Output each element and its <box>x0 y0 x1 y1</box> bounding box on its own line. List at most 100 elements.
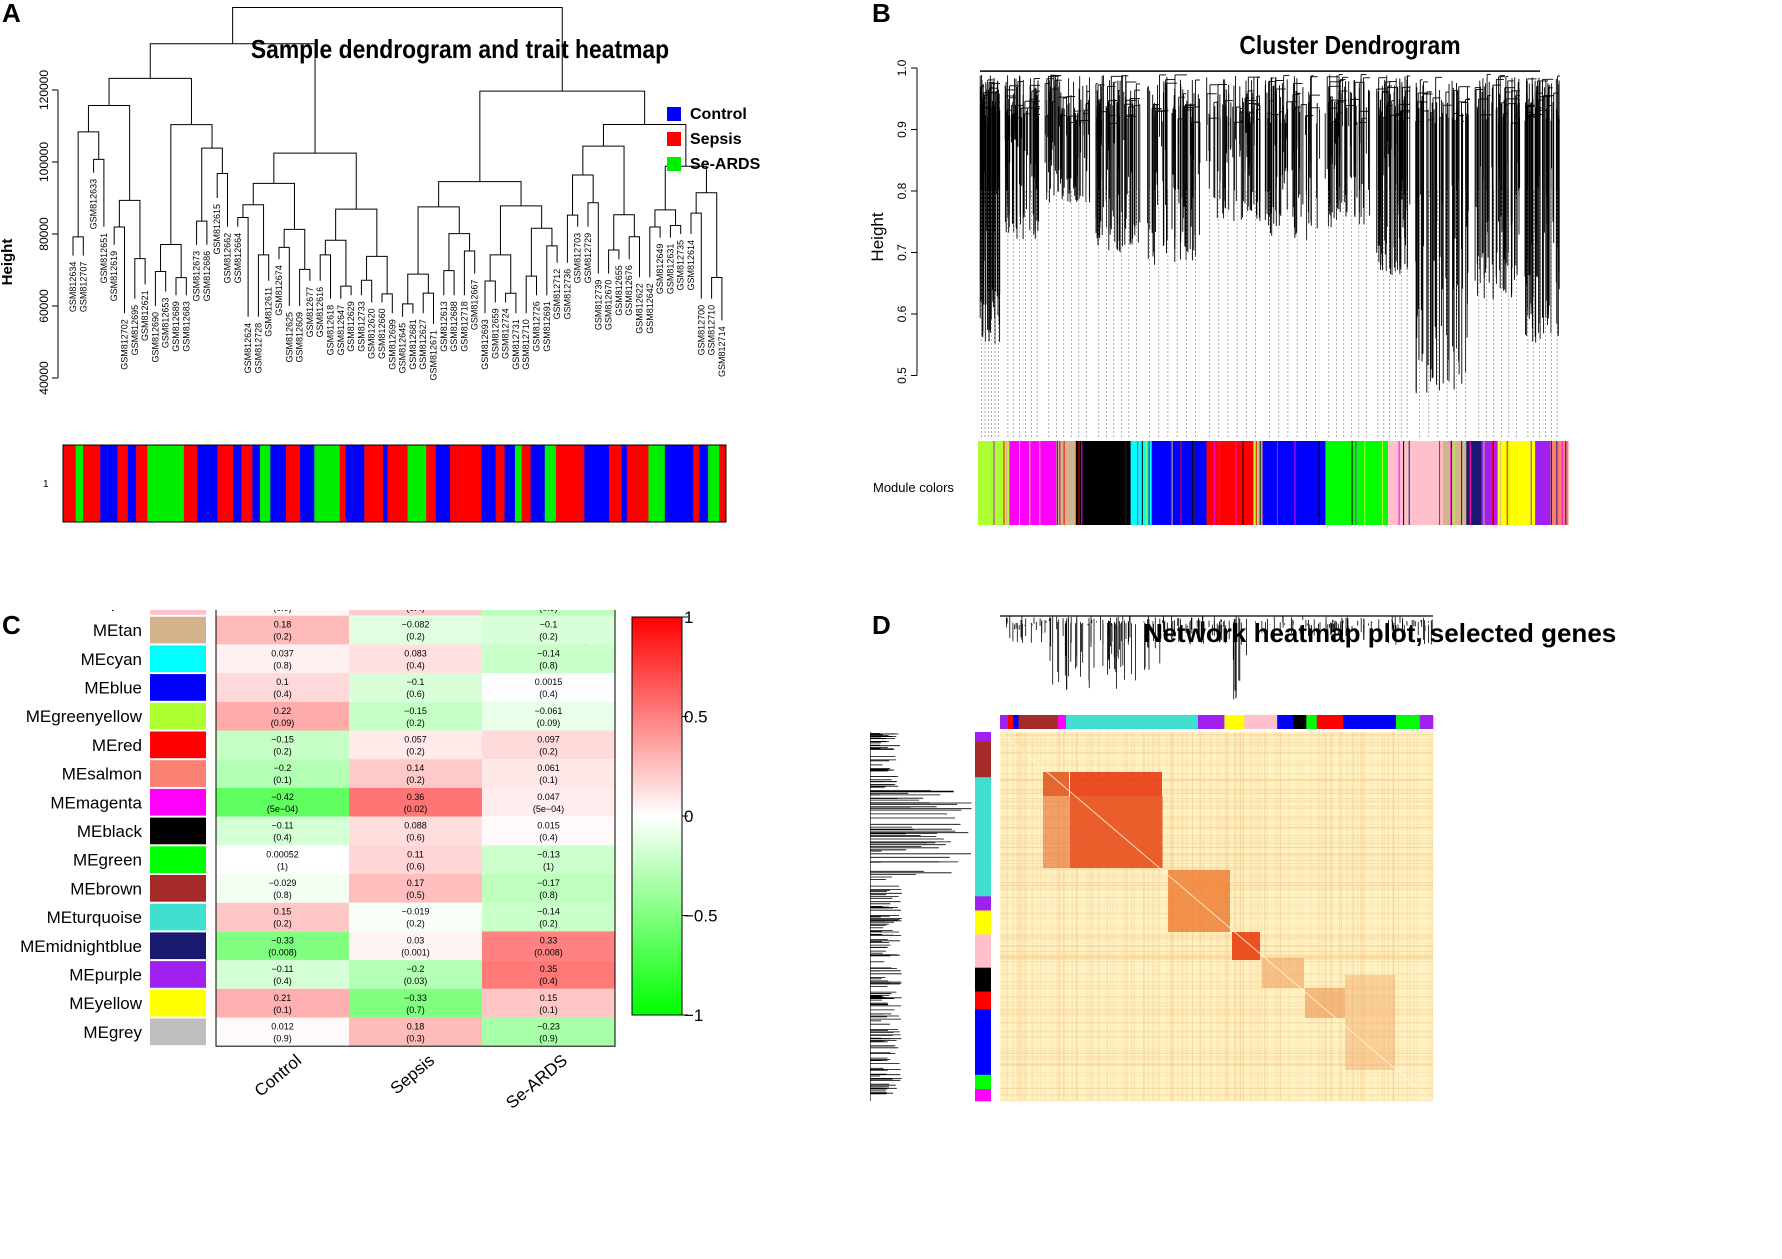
trait-cell <box>504 445 516 522</box>
module-color-line <box>1180 441 1182 525</box>
cell-pvalue: (0.9) <box>539 610 558 613</box>
trait-cell <box>345 445 365 522</box>
cell-pvalue: (0.9) <box>273 610 292 613</box>
tom-stripe <box>1000 951 1433 953</box>
module-color-line <box>1530 441 1532 525</box>
cell-pvalue: (0.8) <box>273 890 292 900</box>
tom-module-block <box>1345 975 1395 1070</box>
dendrogram-branch <box>340 285 352 299</box>
tom-stripe <box>1000 1050 1433 1051</box>
cell-pvalue: (0.2) <box>406 919 425 929</box>
tom-stripe <box>1143 732 1145 1101</box>
tom-stripe <box>1240 732 1241 1101</box>
tom-stripe <box>1112 732 1114 1101</box>
module-color-line <box>1019 441 1020 525</box>
colorbar-tick-label: 0.5 <box>684 708 708 727</box>
sample-label: GSM812620 <box>367 308 377 359</box>
module-color-top <box>1198 715 1225 729</box>
tom-stripe <box>1000 752 1433 754</box>
heat-cell <box>482 816 615 846</box>
tom-stripe <box>1000 853 1433 855</box>
cell-pvalue: (0.4) <box>406 610 425 613</box>
panel-d-module-bars <box>975 715 1434 1102</box>
tom-stripe <box>1288 732 1290 1101</box>
panel-b-y-axis: 0.5 0.6 0.7 0.8 0.9 1.0 Height <box>870 59 918 384</box>
module-color-top <box>1316 715 1344 729</box>
tom-module-block <box>1232 932 1260 960</box>
module-color-line <box>1483 441 1485 525</box>
module-swatch <box>150 1018 206 1046</box>
tom-stripe <box>1000 1014 1433 1016</box>
tom-stripe <box>1000 946 1433 948</box>
sample-label: GSM812645 <box>398 323 408 374</box>
heat-cell <box>482 931 615 961</box>
heat-cell <box>349 787 482 817</box>
tom-stripe <box>1393 732 1395 1101</box>
tom-stripe <box>1251 732 1253 1101</box>
tom-stripe <box>1000 939 1433 941</box>
cell-pvalue: (0.02) <box>404 804 428 814</box>
dendrogram-branch <box>695 192 718 278</box>
sample-label: GSM812671 <box>429 330 439 381</box>
tom-stripe <box>1058 732 1060 1101</box>
tom-stripe <box>1000 780 1433 781</box>
cell-pvalue: (0.4) <box>539 833 558 843</box>
tom-stripe <box>1362 732 1363 1101</box>
cell-value: −0.2 <box>407 964 425 974</box>
row-label: MEgreen <box>73 851 142 870</box>
tom-stripe <box>1255 732 1257 1101</box>
cell-pvalue: (0.2) <box>273 747 292 757</box>
sample-label: GSM812691 <box>542 301 552 352</box>
tom-stripe <box>1000 1010 1433 1012</box>
dendrogram-branch <box>438 181 522 207</box>
dendrogram-branch <box>669 225 682 238</box>
tom-stripe <box>1000 1058 1433 1060</box>
tom-stripe <box>1000 840 1433 842</box>
heat-cell <box>482 988 615 1018</box>
tom-stripe <box>1384 732 1385 1101</box>
tom-stripe <box>1360 732 1362 1101</box>
heat-cell <box>349 1017 482 1047</box>
y-tick-label: 0.7 <box>895 244 909 261</box>
dendrogram-branch <box>232 7 563 92</box>
module-color-line <box>1492 441 1494 525</box>
cell-pvalue: (0.09) <box>537 718 561 728</box>
tom-stripe <box>1134 732 1136 1101</box>
row-label: MEsalmon <box>62 765 142 784</box>
tom-stripe <box>1000 847 1433 849</box>
module-color-line <box>1056 441 1058 525</box>
tom-stripe <box>1059 732 1061 1101</box>
module-color-line <box>1479 441 1481 525</box>
panel-b-title: Cluster Dendrogram <box>1239 30 1461 60</box>
tom-stripe <box>1240 732 1241 1101</box>
heat-cell <box>216 759 349 788</box>
tom-stripe <box>1000 837 1433 839</box>
sample-label: GSM812700 <box>696 305 706 356</box>
cell-pvalue: (0.8) <box>539 890 558 900</box>
tom-stripe <box>1051 732 1053 1101</box>
module-color-line <box>1218 441 1220 525</box>
tom-stripe <box>1012 732 1014 1101</box>
cell-pvalue: (5e−04) <box>533 804 564 814</box>
legend-swatch <box>667 157 681 171</box>
trait-cell <box>127 445 137 522</box>
row-label: MEred <box>92 736 142 755</box>
dendrogram-branch <box>175 277 187 296</box>
sample-label: GSM812686 <box>202 251 212 302</box>
sample-label: GSM812707 <box>78 262 88 313</box>
cell-value: −0.1 <box>407 677 425 687</box>
tom-stripe <box>1000 1047 1433 1049</box>
tom-stripe <box>1000 753 1433 755</box>
cell-value: 0.22 <box>274 706 292 716</box>
tom-stripe <box>1000 957 1433 959</box>
tom-stripe <box>1000 934 1433 936</box>
tom-stripe <box>1301 732 1303 1101</box>
tom-stripe <box>1109 732 1111 1101</box>
module-color-line <box>1450 441 1452 525</box>
tom-stripe <box>1000 856 1433 858</box>
tom-stripe <box>1000 1008 1433 1010</box>
dendrogram-branch <box>582 145 625 215</box>
module-color-line <box>1469 441 1471 525</box>
tom-stripe <box>1000 999 1433 1001</box>
